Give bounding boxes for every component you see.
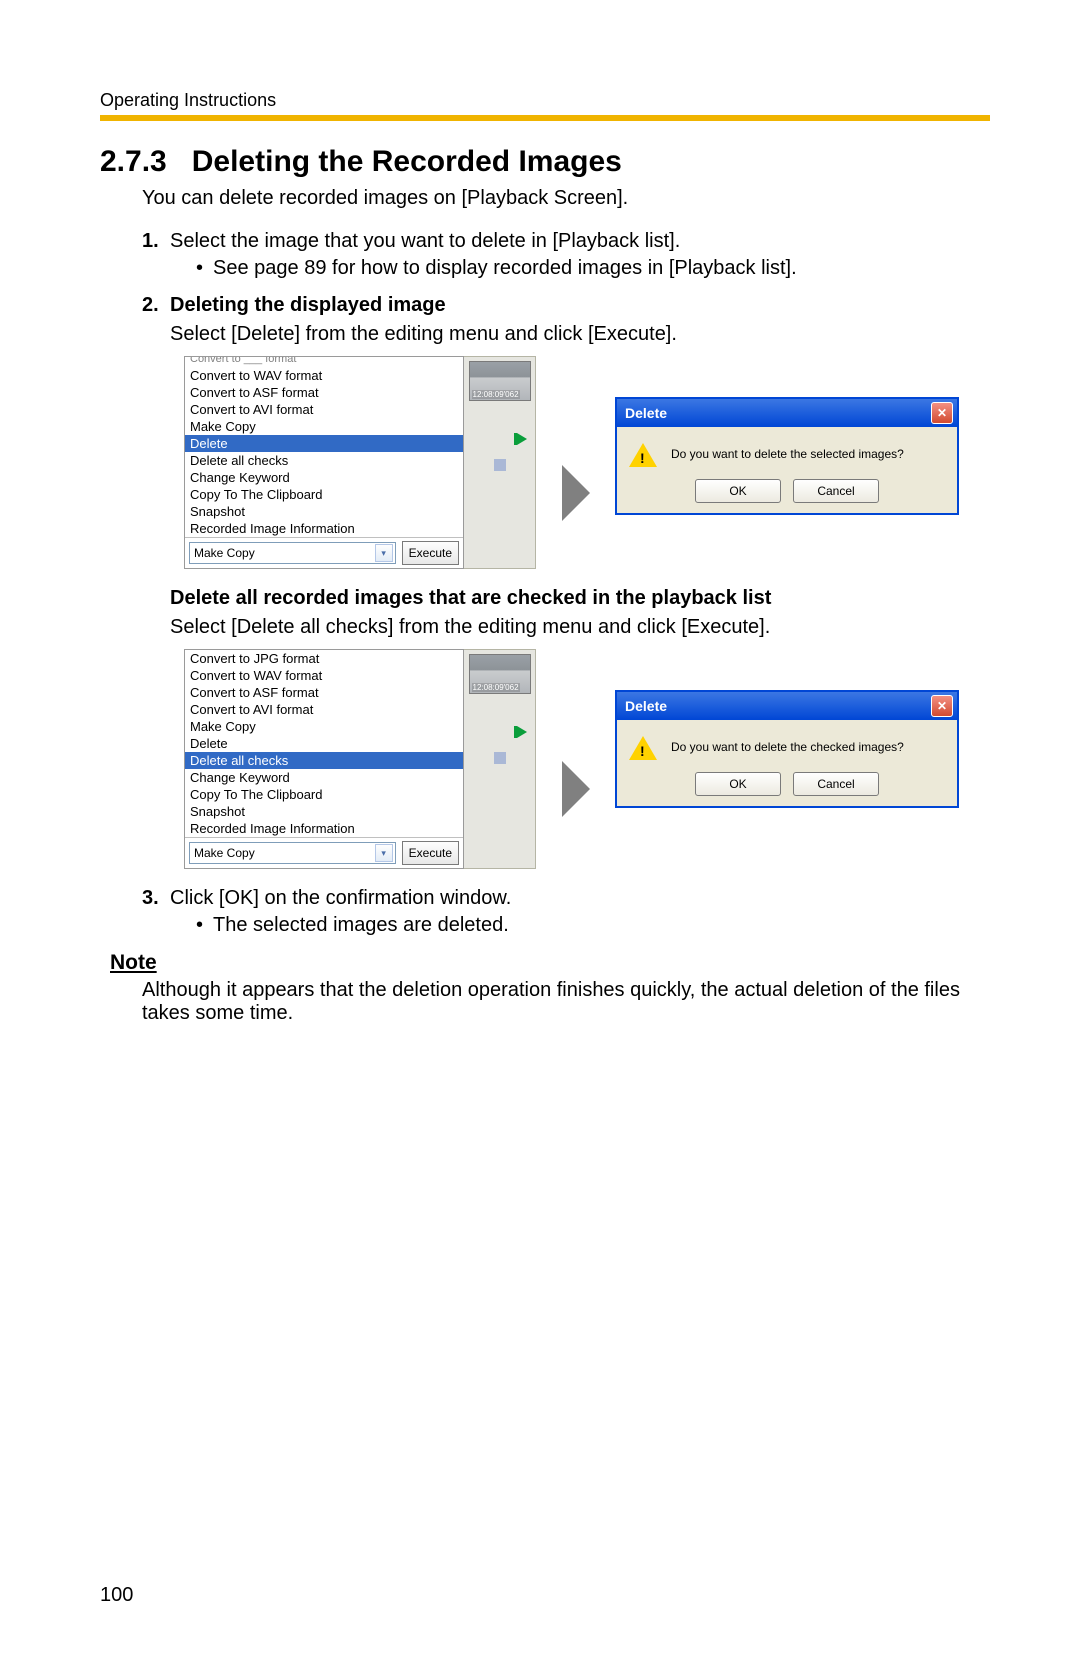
- menu-item[interactable]: Copy To The Clipboard: [185, 786, 463, 803]
- step-2: 2.Deleting the displayed image Select [D…: [142, 294, 990, 869]
- thumbnail-image[interactable]: 12:08:09'062: [469, 654, 531, 694]
- menu-item[interactable]: Convert to ASF format: [185, 384, 463, 401]
- menu-item[interactable]: Snapshot: [185, 803, 463, 820]
- step-3: 3.Click [OK] on the confirmation window.…: [142, 887, 990, 937]
- figure-row-1: Convert to ___ format Convert to WAV for…: [184, 356, 990, 569]
- menu-item[interactable]: Recorded Image Information: [185, 520, 463, 537]
- step-text: Select [Delete all checks] from the edit…: [170, 616, 990, 639]
- dialog-buttons: OK Cancel: [629, 772, 945, 796]
- dialog-message: Do you want to delete the checked images…: [671, 734, 904, 754]
- section-title-text: Deleting the Recorded Images: [192, 145, 622, 178]
- stop-icon[interactable]: [494, 752, 506, 764]
- cancel-button[interactable]: Cancel: [793, 772, 879, 796]
- intro-text: You can delete recorded images on [Playb…: [142, 187, 990, 210]
- step-text: Select the image that you want to delete…: [170, 230, 680, 252]
- step-1: 1.Select the image that you want to dele…: [142, 230, 990, 280]
- dialog-titlebar: Delete ✕: [617, 399, 957, 427]
- menu-bottom-bar: Make Copy ▾ Execute: [185, 837, 463, 868]
- ok-button[interactable]: OK: [695, 479, 781, 503]
- dialog-titlebar: Delete ✕: [617, 692, 957, 720]
- dialog-message-row: Do you want to delete the selected image…: [629, 441, 945, 467]
- document-page: Operating Instructions 2.7.3 Deleting th…: [0, 0, 1080, 1669]
- menu-item-cut: Convert to ___ format: [185, 357, 463, 367]
- cancel-button[interactable]: Cancel: [793, 479, 879, 503]
- menu-item[interactable]: Convert to AVI format: [185, 701, 463, 718]
- arrow-right-icon: [562, 465, 590, 521]
- dialog-title: Delete: [625, 405, 667, 421]
- dialog-body: Do you want to delete the checked images…: [617, 720, 957, 806]
- thumbnail-column: 12:08:09'062: [464, 649, 536, 869]
- stop-icon[interactable]: [494, 459, 506, 471]
- menu-item[interactable]: Change Keyword: [185, 469, 463, 486]
- menu-item[interactable]: Convert to WAV format: [185, 667, 463, 684]
- menu-item[interactable]: Convert to WAV format: [185, 367, 463, 384]
- chevron-down-icon: ▾: [375, 544, 393, 562]
- menu-item[interactable]: Convert to JPG format: [185, 650, 463, 667]
- menu-bottom-bar: Make Copy ▾ Execute: [185, 537, 463, 568]
- warning-icon: [629, 443, 657, 467]
- menu-item[interactable]: Recorded Image Information: [185, 820, 463, 837]
- menu-item[interactable]: Convert to ASF format: [185, 684, 463, 701]
- step-text: Select [Delete] from the editing menu an…: [170, 323, 990, 346]
- dialog-message: Do you want to delete the selected image…: [671, 441, 904, 461]
- note-heading: Note: [110, 951, 990, 975]
- dialog-body: Do you want to delete the selected image…: [617, 427, 957, 513]
- step-subhead: Delete all recorded images that are chec…: [170, 587, 990, 610]
- execute-button[interactable]: Execute: [402, 841, 459, 865]
- editing-menu[interactable]: Convert to ___ format Convert to WAV for…: [184, 356, 464, 569]
- menu-item-selected[interactable]: Delete: [185, 435, 463, 452]
- figure-row-2: Convert to JPG format Convert to WAV for…: [184, 649, 990, 869]
- section-number: 2.7.3: [100, 145, 167, 178]
- step-subhead: Deleting the displayed image: [170, 294, 446, 316]
- section-heading: 2.7.3 Deleting the Recorded Images: [100, 145, 990, 179]
- menu-item[interactable]: Delete all checks: [185, 452, 463, 469]
- dropdown-value: Make Copy: [194, 546, 255, 560]
- action-dropdown[interactable]: Make Copy ▾: [189, 542, 396, 564]
- dialog-title: Delete: [625, 698, 667, 714]
- menu-item[interactable]: Make Copy: [185, 418, 463, 435]
- action-dropdown[interactable]: Make Copy ▾: [189, 842, 396, 864]
- ok-button[interactable]: OK: [695, 772, 781, 796]
- step-number: 3.: [142, 887, 170, 910]
- thumbnail-image[interactable]: 12:08:09'062: [469, 361, 531, 401]
- thumbnail-column: 12:08:09'062: [464, 356, 536, 569]
- close-icon[interactable]: ✕: [931, 402, 953, 424]
- menu-item[interactable]: Change Keyword: [185, 769, 463, 786]
- editing-menu[interactable]: Convert to JPG format Convert to WAV for…: [184, 649, 464, 869]
- menu-item[interactable]: Copy To The Clipboard: [185, 486, 463, 503]
- step-bullet: The selected images are deleted.: [196, 914, 990, 937]
- step-number: 2.: [142, 294, 170, 317]
- arrow-right-icon: [562, 761, 590, 817]
- step-number: 1.: [142, 230, 170, 253]
- close-icon[interactable]: ✕: [931, 695, 953, 717]
- dialog-buttons: OK Cancel: [629, 479, 945, 503]
- dialog-message-row: Do you want to delete the checked images…: [629, 734, 945, 760]
- header-rule: [100, 115, 990, 121]
- menu-item[interactable]: Delete: [185, 735, 463, 752]
- menu-screenshot: Convert to ___ format Convert to WAV for…: [184, 356, 536, 569]
- menu-screenshot: Convert to JPG format Convert to WAV for…: [184, 649, 536, 869]
- execute-button[interactable]: Execute: [402, 541, 459, 565]
- page-number: 100: [100, 1584, 133, 1607]
- warning-icon: [629, 736, 657, 760]
- play-icon[interactable]: [517, 433, 527, 445]
- play-icon[interactable]: [517, 726, 527, 738]
- menu-item-selected[interactable]: Delete all checks: [185, 752, 463, 769]
- steps-list: 1.Select the image that you want to dele…: [142, 230, 990, 937]
- confirm-dialog: Delete ✕ Do you want to delete the check…: [616, 691, 958, 807]
- note-text: Although it appears that the deletion op…: [142, 979, 990, 1025]
- dropdown-value: Make Copy: [194, 846, 255, 860]
- chevron-down-icon: ▾: [375, 844, 393, 862]
- menu-item[interactable]: Snapshot: [185, 503, 463, 520]
- running-header: Operating Instructions: [100, 90, 990, 111]
- step-bullet: See page 89 for how to display recorded …: [196, 257, 990, 280]
- menu-item[interactable]: Make Copy: [185, 718, 463, 735]
- thumbnail-timestamp: 12:08:09'062: [472, 683, 520, 692]
- thumbnail-timestamp: 12:08:09'062: [472, 390, 520, 399]
- confirm-dialog: Delete ✕ Do you want to delete the selec…: [616, 398, 958, 514]
- step-text: Click [OK] on the confirmation window.: [170, 887, 511, 909]
- menu-item[interactable]: Convert to AVI format: [185, 401, 463, 418]
